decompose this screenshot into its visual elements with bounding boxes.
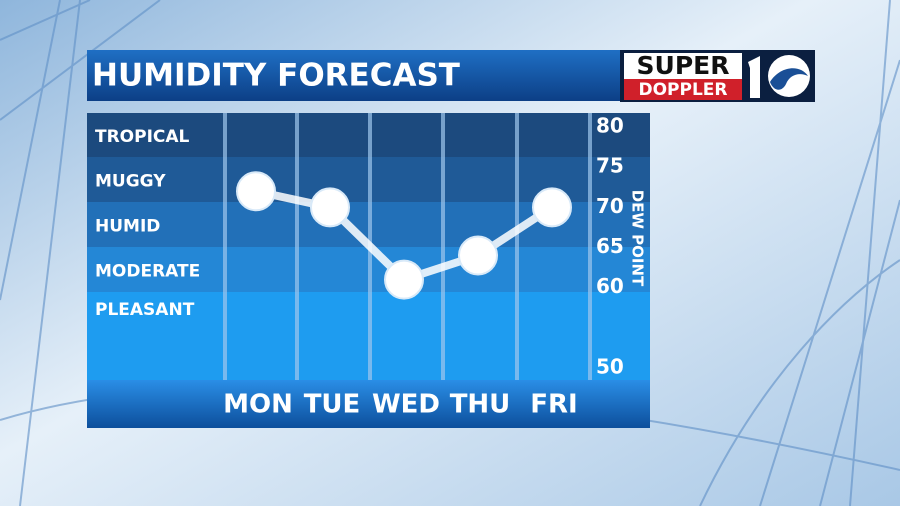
logo-bottom-text: DOPPLER <box>638 80 727 100</box>
band-label: MUGGY <box>95 172 166 192</box>
band-label: TROPICAL <box>95 127 190 147</box>
x-tick-label: FRI <box>530 390 577 420</box>
y-tick-label: 70 <box>596 194 624 218</box>
logo-top-box <box>624 53 742 79</box>
data-point <box>310 187 350 228</box>
y-tick-label: 50 <box>596 355 624 379</box>
day-divider <box>441 113 445 380</box>
y-tick-label: 65 <box>596 234 624 258</box>
data-point <box>532 187 572 228</box>
day-divider <box>223 113 227 380</box>
title-bar <box>87 50 620 101</box>
logo-top-text: SUPER <box>637 51 730 80</box>
data-point <box>458 235 498 276</box>
logo-bottom-box <box>624 79 742 100</box>
day-divider <box>295 113 299 380</box>
day-divider <box>515 113 519 380</box>
logo-one <box>748 56 760 98</box>
data-point <box>384 259 424 300</box>
data-point <box>236 171 276 212</box>
band-label: PLEASANT <box>95 300 195 320</box>
x-tick-label: TUE <box>304 390 361 420</box>
day-divider <box>588 113 592 380</box>
x-tick-label: THU <box>450 390 511 420</box>
chart-title: HUMIDITY FORECAST <box>92 58 460 94</box>
y-tick-label: 80 <box>596 114 624 138</box>
y-axis-title: DEW POINT <box>629 190 647 287</box>
y-tick-label: 60 <box>596 274 624 298</box>
logo-wave <box>770 68 808 90</box>
y-tick-label: 75 <box>596 154 624 178</box>
band-label: MODERATE <box>95 262 200 282</box>
category-bar <box>87 380 650 428</box>
x-tick-label: MON <box>223 390 293 420</box>
band-label: HUMID <box>95 217 160 237</box>
x-tick-label: WED <box>372 390 440 420</box>
logo: SUPER DOPPLER <box>620 50 815 102</box>
